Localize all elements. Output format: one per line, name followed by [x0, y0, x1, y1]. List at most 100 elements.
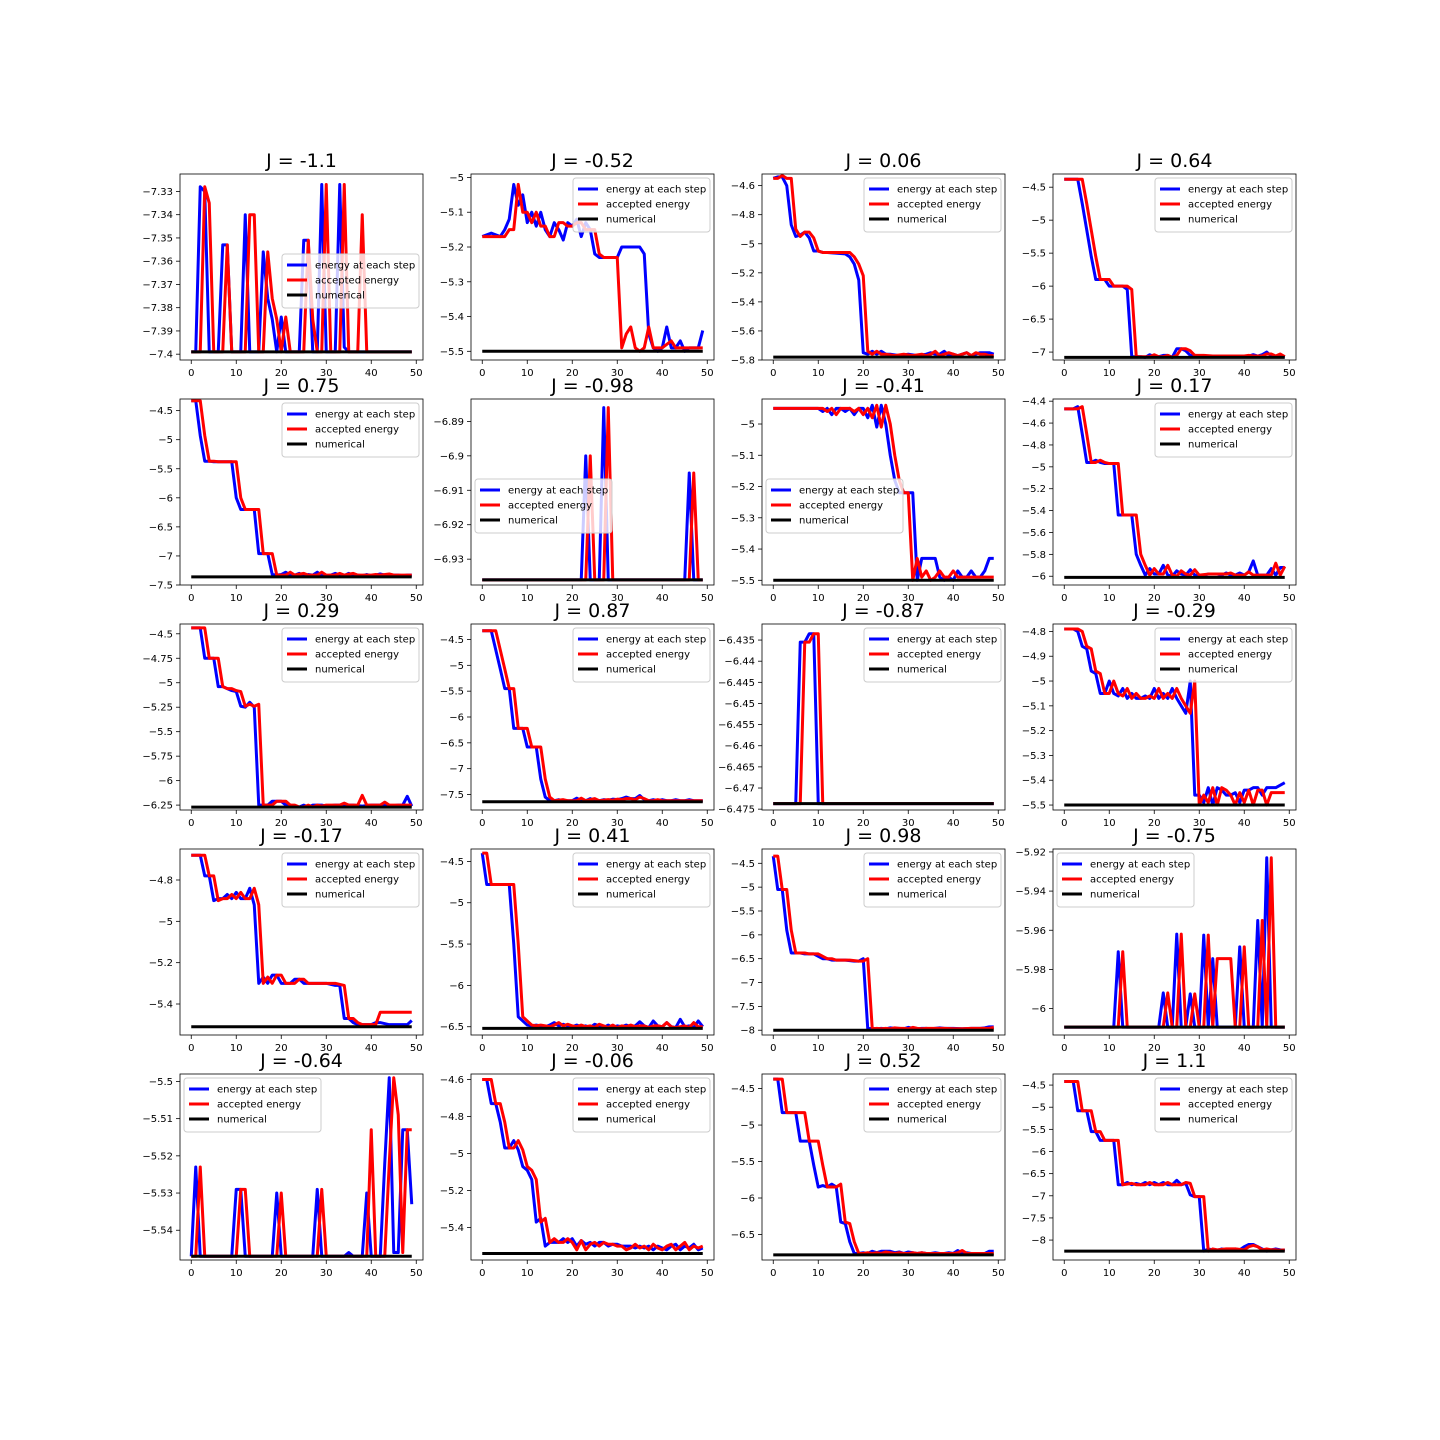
y-tick-label: −5.2	[440, 1186, 464, 1197]
legend-label: energy at each step	[799, 486, 899, 497]
accepted-series-line	[191, 853, 412, 1027]
plot-area	[773, 1077, 994, 1257]
x-tick-label: 30	[611, 1043, 624, 1054]
plot-area	[1064, 856, 1285, 1029]
x-tick-label: 20	[857, 1043, 870, 1054]
legend: energy at each step accepted energy numeri…	[765, 478, 904, 534]
x-tick-label: 20	[857, 368, 870, 379]
axes-frame	[470, 398, 715, 586]
y-tick-label: −5.25	[142, 703, 173, 714]
subplot-title: J = 0.52	[845, 1050, 922, 1072]
y-tick-label: −5.2	[1022, 484, 1046, 495]
x-tick-label: 0	[479, 593, 485, 604]
x-tick-label: 10	[230, 593, 243, 604]
x-tick-label: 40	[1238, 818, 1251, 829]
x-tick-label: 10	[521, 1043, 534, 1054]
x-tick-label: 0	[770, 1268, 776, 1279]
x-tick-label: 0	[479, 368, 485, 379]
y-tick-label: −7.38	[142, 303, 173, 314]
legend-label: energy at each step	[897, 185, 997, 196]
x-tick-label: 10	[230, 1268, 243, 1279]
legend-box	[1056, 852, 1195, 908]
legend-label: accepted energy	[799, 501, 883, 512]
y-tick-label: −4.4	[1022, 397, 1046, 408]
y-tick-label: −4.8	[731, 210, 755, 221]
subplot-12: J = -0.29 0 10 20 30 40 50 −4.8 −4.9 −5 −5.1 −5.2 −5…	[1022, 600, 1297, 829]
legend-box	[281, 402, 420, 458]
y-tick-label: −6.5	[1022, 315, 1046, 326]
legend-label: accepted energy	[315, 276, 399, 287]
legend-label: accepted energy	[897, 200, 981, 211]
legend-label: energy at each step	[897, 1085, 997, 1096]
plot-area	[191, 399, 412, 579]
subplot-5: J = 0.75 0 10 20 30 40 50 −4.5 −5 −5.5 −6 −6.5 −7 −7.…	[149, 375, 424, 604]
y-tick-label: −5.3	[1022, 751, 1046, 762]
plot-area	[1064, 177, 1286, 359]
legend-label: numerical	[217, 1115, 267, 1126]
legend: energy at each step accepted energy numeri…	[572, 177, 711, 233]
y-tick-label: −5.1	[440, 208, 464, 219]
legend-box	[474, 478, 613, 534]
legend-label: energy at each step	[606, 185, 706, 196]
x-tick-label: 20	[566, 1043, 579, 1054]
y-tick-label: −5.4	[440, 312, 464, 323]
y-tick-label: −5.5	[731, 907, 755, 918]
y-tick-label: −5.5	[440, 347, 464, 358]
axes-frame	[1052, 173, 1297, 361]
y-tick-label: −6.45	[724, 699, 755, 710]
legend-label: accepted energy	[606, 650, 690, 661]
legend-label: energy at each step	[606, 1085, 706, 1096]
legend-box	[863, 852, 1002, 908]
x-tick-label: 20	[1148, 593, 1161, 604]
x-tick-label: 50	[410, 1043, 423, 1054]
legend-label: accepted energy	[1188, 1100, 1272, 1111]
x-tick-label: 0	[1061, 368, 1067, 379]
y-tick-label: −6.5	[440, 1022, 464, 1033]
plot-area	[482, 629, 703, 804]
y-tick-label: −5	[740, 239, 755, 250]
y-tick-label: −6.46	[724, 741, 755, 752]
x-tick-label: 20	[566, 1268, 579, 1279]
subplot-title: J = -1.1	[265, 150, 337, 172]
y-tick-label: −5.8	[1022, 550, 1046, 561]
y-tick-label: −6.5	[731, 1230, 755, 1241]
legend: energy at each step accepted energy numeri…	[863, 1077, 1002, 1133]
legend: energy at each step accepted energy numeri…	[281, 253, 420, 309]
x-tick-label: 20	[857, 1268, 870, 1279]
axes-frame	[179, 1073, 424, 1261]
y-tick-label: −5	[1031, 462, 1046, 473]
x-tick-label: 50	[701, 1043, 714, 1054]
y-tick-label: −6	[1031, 572, 1046, 583]
legend-label: accepted energy	[508, 501, 592, 512]
x-tick-label: 0	[188, 368, 194, 379]
x-tick-label: 20	[1148, 368, 1161, 379]
plot-area	[1064, 1080, 1285, 1253]
subplot-title: J = 0.64	[1136, 150, 1213, 172]
x-tick-label: 30	[320, 1268, 333, 1279]
legend-label: energy at each step	[897, 860, 997, 871]
legend-label: energy at each step	[315, 635, 415, 646]
legend-label: energy at each step	[1188, 1085, 1288, 1096]
legend-label: numerical	[1188, 440, 1238, 451]
y-tick-label: −7	[1031, 348, 1046, 359]
x-tick-label: 10	[812, 818, 825, 829]
x-tick-label: 50	[701, 368, 714, 379]
subplot-title: J = 0.87	[554, 600, 631, 622]
y-tick-label: −5.4	[149, 1000, 173, 1011]
x-tick-label: 40	[947, 1268, 960, 1279]
x-tick-label: 50	[992, 593, 1005, 604]
legend-box	[183, 1077, 322, 1133]
subplot-title: J = 0.98	[845, 825, 922, 847]
axes-frame	[179, 398, 424, 586]
subplot-title: J = -0.64	[259, 1050, 343, 1072]
accepted-series-line	[773, 854, 995, 1031]
y-tick-label: −5.2	[731, 482, 755, 493]
y-tick-label: −6.435	[718, 636, 755, 647]
y-tick-label: −5.4	[440, 1223, 464, 1234]
legend-label: numerical	[606, 665, 656, 676]
y-tick-label: −5.5	[1022, 801, 1046, 812]
y-tick-label: −5.4	[1022, 506, 1046, 517]
subplot-title: J = 0.75	[263, 375, 340, 397]
y-tick-label: −5	[158, 678, 173, 689]
